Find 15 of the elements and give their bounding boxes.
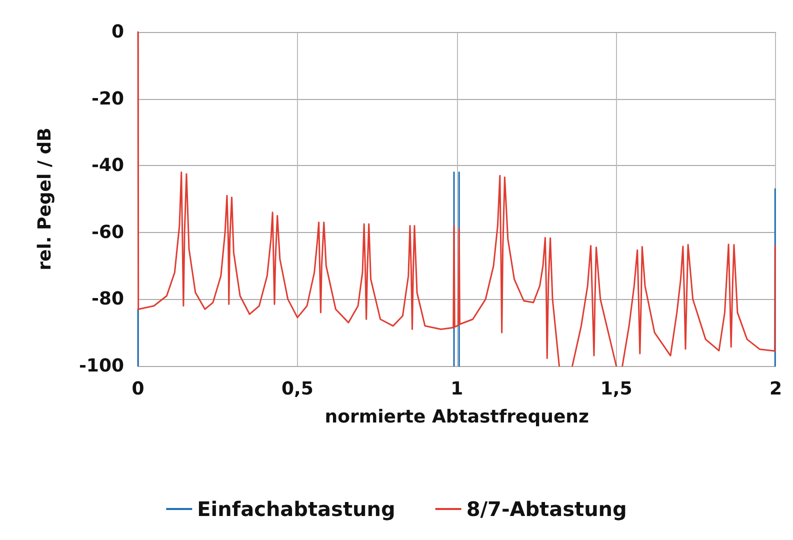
y-tick-label: -80 xyxy=(91,288,124,310)
x-axis-title: normierte Abtastfrequenz xyxy=(324,406,589,428)
y-tick-label: 0 xyxy=(111,22,124,42)
legend-label: Einfachabtastung xyxy=(197,497,396,521)
y-tick-label: -60 xyxy=(91,222,124,243)
y-tick-label: -20 xyxy=(91,88,124,110)
y-tick-label: -100 xyxy=(78,356,124,376)
legend-label: 8/7-Abtastung xyxy=(466,497,627,521)
x-tick-label: 0,5 xyxy=(281,378,314,400)
x-tick-label: 0 xyxy=(132,378,144,400)
x-tick-label: 1,5 xyxy=(600,378,632,400)
y-tick-label: -40 xyxy=(91,155,124,176)
y-axis-title: rel. Pegel / dB xyxy=(34,128,56,270)
x-tick-label: 2 xyxy=(769,378,782,400)
x-tick-label: 1 xyxy=(450,378,464,400)
